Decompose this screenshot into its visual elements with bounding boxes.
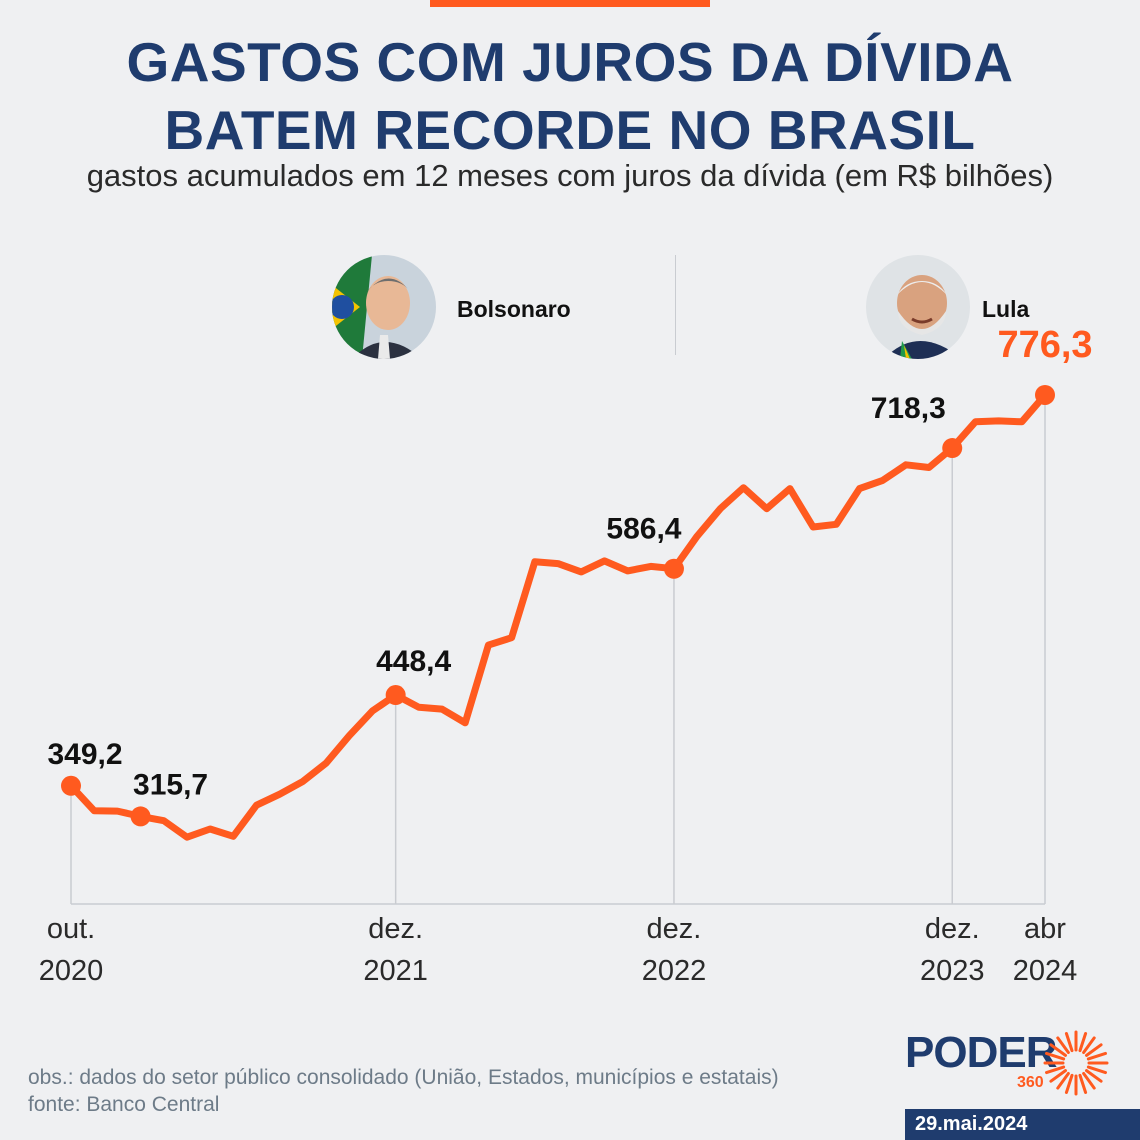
data-point-marker — [385, 685, 406, 706]
sun-rays-icon — [1043, 1030, 1109, 1096]
bolsonaro-portrait-icon — [332, 255, 436, 359]
series-line — [67, 391, 1049, 841]
data-label: 448,4 — [376, 645, 451, 678]
data-point-marker — [942, 438, 963, 459]
x-tick-label-month: dez. — [925, 913, 980, 945]
poder360-logo: PODER 360 — [905, 1028, 1115, 1098]
subtitle: gastos acumulados em 12 meses com juros … — [86, 158, 1054, 193]
footer-observation: obs.: dados do setor público consolidado… — [28, 1066, 779, 1089]
footer-notes: obs.: dados do setor público consolidado… — [28, 1064, 779, 1118]
top-accent-bar — [430, 0, 710, 7]
logo-word: PODER — [905, 1028, 1057, 1077]
x-tick-label-month: dez. — [647, 913, 702, 945]
logo-number: 360 — [1017, 1074, 1044, 1091]
leader-name-bolsonaro: Bolsonaro — [457, 296, 571, 322]
lula-portrait-icon — [866, 255, 970, 359]
x-tick-label-month: out. — [47, 913, 95, 945]
x-tick-label-month: abr — [1024, 913, 1066, 945]
x-tick-label-year: 2022 — [642, 955, 707, 987]
title-line-1: GASTOS COM JUROS DA DÍVIDA — [126, 31, 1014, 93]
data-point-marker — [61, 775, 81, 796]
date-badge: 29.mai.2024 — [905, 1109, 1140, 1140]
data-point-marker — [130, 806, 151, 827]
x-tick-label-month: dez. — [368, 913, 423, 945]
line-chart: out. 2020 dez. 2021 dez. 2022 dez. 2023 abr 2024 3… — [39, 324, 1093, 987]
data-point-marker — [663, 558, 684, 579]
data-point-marker — [1035, 384, 1055, 405]
data-label: 718,3 — [871, 392, 946, 425]
page-title: GASTOS COM JUROS DA DÍVIDA BATEM RECORDE… — [0, 28, 1140, 164]
x-tick-label-year: 2020 — [39, 955, 104, 987]
data-label: 586,4 — [606, 513, 681, 546]
x-tick-label-year: 2023 — [920, 955, 985, 987]
data-label: 315,7 — [133, 768, 208, 801]
x-tick-label-year: 2024 — [1013, 955, 1078, 987]
title-line-2: BATEM RECORDE NO BRASIL — [164, 99, 976, 161]
footer-source: fonte: Banco Central — [28, 1093, 220, 1116]
leaders-divider — [675, 255, 676, 355]
data-label: 776,3 — [997, 324, 1092, 366]
leader-name-lula: Lula — [982, 296, 1030, 322]
data-label: 349,2 — [47, 738, 122, 771]
x-tick-label-year: 2021 — [363, 955, 428, 987]
